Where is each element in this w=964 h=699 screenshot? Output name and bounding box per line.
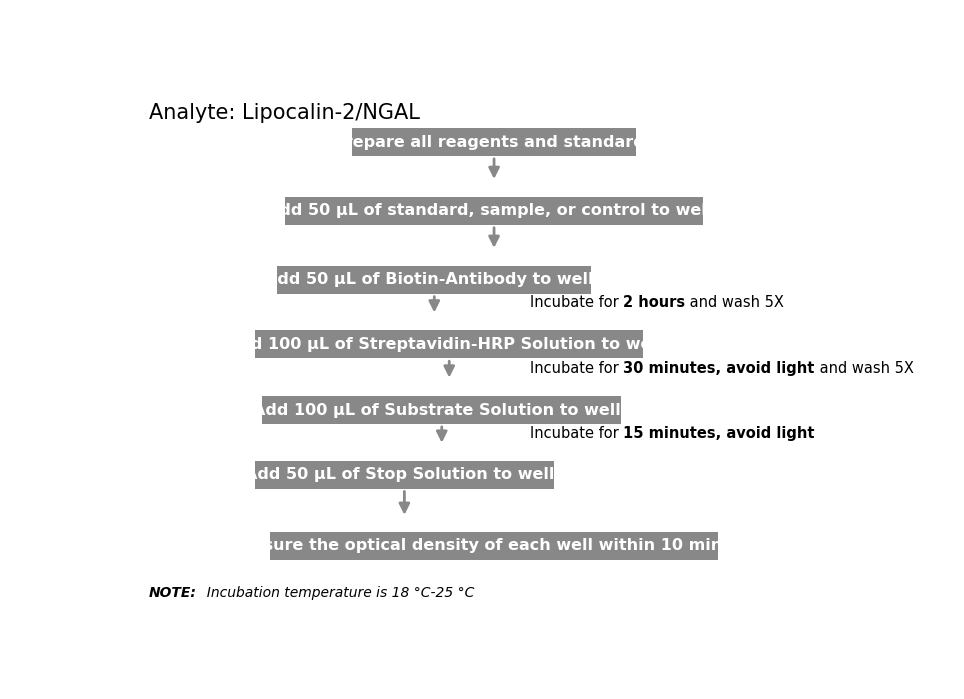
Text: and wash 5X: and wash 5X	[815, 361, 914, 376]
Text: NOTE:: NOTE:	[148, 586, 197, 600]
FancyBboxPatch shape	[262, 396, 621, 424]
FancyBboxPatch shape	[254, 461, 553, 489]
Text: Add 50 μL of standard, sample, or control to wells: Add 50 μL of standard, sample, or contro…	[267, 203, 721, 218]
Text: Measure the optical density of each well within 10 minutes: Measure the optical density of each well…	[227, 538, 762, 553]
FancyBboxPatch shape	[270, 532, 718, 560]
Text: Add 100 μL of Substrate Solution to wells: Add 100 μL of Substrate Solution to well…	[254, 403, 630, 417]
Text: Add 100 μL of Streptavidin-HRP Solution to wells: Add 100 μL of Streptavidin-HRP Solution …	[227, 337, 672, 352]
Text: Incubation temperature is 18 °C-25 °C: Incubation temperature is 18 °C-25 °C	[199, 586, 474, 600]
Text: and wash 5X: and wash 5X	[685, 296, 785, 310]
FancyBboxPatch shape	[278, 266, 591, 294]
Text: Analyte: Lipocalin-2/NGAL: Analyte: Lipocalin-2/NGAL	[148, 103, 419, 123]
Text: Incubate for: Incubate for	[530, 361, 624, 376]
Text: Incubate for: Incubate for	[530, 296, 624, 310]
Text: 30 minutes, avoid light: 30 minutes, avoid light	[624, 361, 815, 376]
FancyBboxPatch shape	[254, 331, 644, 359]
Text: Prepare all reagents and standards: Prepare all reagents and standards	[334, 134, 655, 150]
Text: 15 minutes, avoid light: 15 minutes, avoid light	[624, 426, 815, 441]
Text: 2 hours: 2 hours	[624, 296, 685, 310]
FancyBboxPatch shape	[352, 128, 636, 156]
Text: Incubate for: Incubate for	[530, 426, 624, 441]
Text: Add 50 μL of Stop Solution to wells: Add 50 μL of Stop Solution to wells	[245, 467, 564, 482]
FancyBboxPatch shape	[285, 197, 704, 225]
Text: Add 50 μL of Biotin-Antibody to wells: Add 50 μL of Biotin-Antibody to wells	[265, 273, 603, 287]
